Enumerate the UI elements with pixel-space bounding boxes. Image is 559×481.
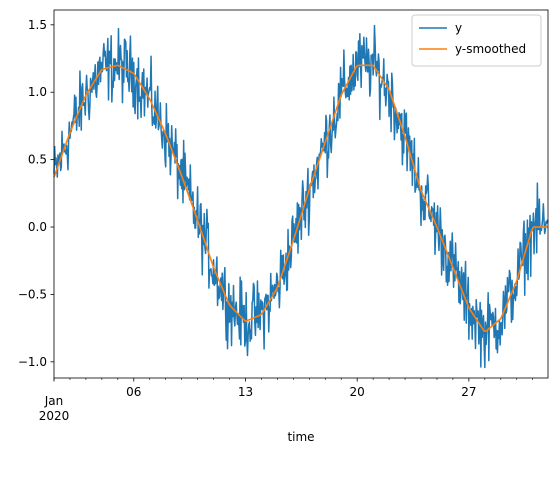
series-line-y bbox=[53, 24, 549, 369]
series-layer bbox=[53, 24, 549, 369]
legend-label-y: y bbox=[455, 21, 462, 35]
legend-label-y-smoothed: y-smoothed bbox=[455, 42, 526, 56]
x-axis: Jan 2020 time 06 13 20 27 bbox=[39, 378, 534, 444]
x-tick-label: 27 bbox=[461, 385, 476, 399]
y-tick-label: 1.0 bbox=[28, 85, 47, 99]
plot-frame bbox=[53, 9, 549, 379]
x-month-label: Jan bbox=[44, 394, 64, 408]
y-tick-label: −1.0 bbox=[18, 355, 47, 369]
plot-area bbox=[53, 9, 549, 379]
x-tick-label: 13 bbox=[238, 385, 253, 399]
series-line-y-smoothed bbox=[53, 64, 548, 332]
y-tick-label: 1.5 bbox=[28, 18, 47, 32]
y-tick-label: −0.5 bbox=[18, 287, 47, 301]
x-axis-label: time bbox=[287, 430, 314, 444]
x-tick-label: 06 bbox=[126, 385, 141, 399]
y-axis: −1.0 −0.5 0.0 0.5 1.0 1.5 bbox=[18, 18, 54, 369]
y-tick-label: 0.5 bbox=[28, 153, 47, 167]
legend-box bbox=[411, 14, 542, 67]
legend: y y-smoothed bbox=[411, 14, 542, 67]
x-tick-label: 20 bbox=[350, 385, 365, 399]
x-year-label: 2020 bbox=[39, 409, 70, 423]
y-tick-label: 0.0 bbox=[28, 220, 47, 234]
